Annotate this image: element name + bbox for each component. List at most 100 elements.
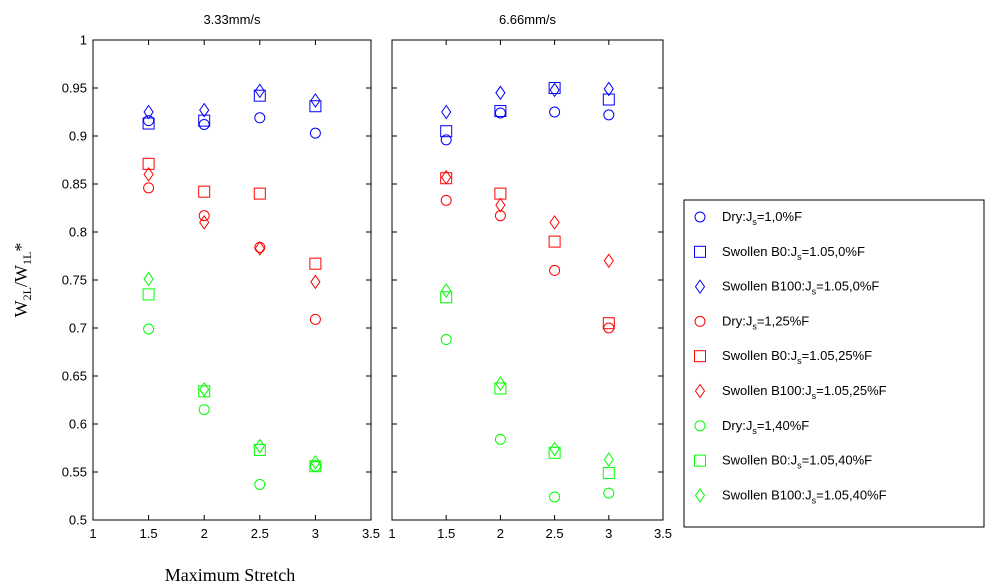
data-point	[254, 478, 266, 490]
legend-item: Swollen B0:Js=1.05,40%F	[694, 453, 872, 471]
x-tick-label: 1.5	[437, 526, 455, 541]
panel-title: 6.66mm/s	[499, 12, 557, 27]
y-tick-label: 1	[80, 33, 87, 48]
data-point	[495, 85, 506, 101]
data-point	[602, 466, 615, 479]
data-point	[549, 82, 560, 98]
legend-label: Swollen B0:Js=1.05,25%F	[722, 348, 872, 366]
data-point	[254, 112, 266, 124]
y-tick-label: 0.8	[69, 225, 87, 240]
plot-frame	[391, 39, 664, 521]
data-point	[198, 114, 211, 127]
y-tick-label: 0.55	[62, 465, 87, 480]
data-point	[254, 240, 265, 256]
y-tick-label: 0.85	[62, 177, 87, 192]
y-tick-label: 0.65	[62, 369, 87, 384]
data-point	[602, 317, 615, 330]
legend-marker	[694, 488, 706, 503]
legend-label: Dry:Js=1,0%F	[722, 209, 802, 227]
data-point	[603, 487, 615, 499]
data-point	[310, 93, 321, 108]
x-tick-label: 3	[312, 526, 319, 541]
x-tick-label: 2.5	[251, 526, 269, 541]
y-tick-label: 0.7	[69, 321, 87, 336]
data-point	[494, 210, 506, 222]
data-point	[143, 323, 155, 335]
legend-label: Swollen B0:Js=1.05,0%F	[722, 244, 865, 262]
y-axis-label: W2L/W1L*	[11, 243, 34, 318]
data-point	[199, 102, 210, 118]
data-point	[253, 187, 266, 200]
y-tick-label: 0.95	[62, 81, 87, 96]
x-tick-label: 2.5	[546, 526, 564, 541]
legend-label: Swollen B100:Js=1.05,25%F	[722, 383, 887, 401]
data-point	[495, 197, 506, 213]
data-point	[143, 167, 154, 182]
legend-marker	[694, 383, 706, 399]
data-point	[440, 334, 452, 346]
legend-label: Swollen B100:Js=1.05,40%F	[722, 487, 887, 505]
legend-box	[683, 199, 985, 528]
data-point	[602, 93, 615, 106]
data-point	[309, 313, 321, 325]
x-tick-label: 1	[388, 526, 395, 541]
data-point	[310, 274, 321, 290]
plot-panels: 3.33mm/s 1 1.5 2 2.5 3 3.5 0.5 0.55 0.6 0.65 0.7 0.7…	[62, 12, 672, 541]
legend-marker	[694, 420, 706, 432]
legend: Dry:Js=1,0%F Swollen B0:Js=1.05,0%F Swolle…	[683, 199, 985, 528]
data-point	[441, 169, 452, 185]
data-point	[253, 89, 266, 102]
x-axis-label: Maximum Stretch	[165, 565, 295, 585]
legend-item: Dry:Js=1,0%F	[694, 209, 802, 227]
data-point	[440, 125, 453, 138]
data-point	[253, 443, 266, 456]
data-point	[143, 104, 154, 120]
legend-item: Swollen B100:Js=1.05,25%F	[694, 383, 887, 401]
data-point	[143, 271, 154, 287]
data-point	[494, 433, 506, 445]
data-point	[495, 376, 506, 392]
x-tick-label: 1	[89, 526, 96, 541]
plot-frame	[92, 39, 372, 521]
x-tick-label: 3	[605, 526, 612, 541]
legend-label: Dry:Js=1,40%F	[722, 418, 809, 436]
legend-label: Dry:Js=1,25%F	[722, 313, 809, 331]
data-point	[603, 81, 614, 97]
data-point	[548, 235, 561, 248]
data-point	[494, 382, 507, 395]
data-point	[198, 385, 211, 398]
legend-item: Swollen B0:Js=1.05,0%F	[694, 244, 865, 262]
data-point	[309, 257, 322, 270]
data-point	[143, 182, 155, 194]
data-point	[309, 100, 322, 113]
legend-item: Swollen B100:Js=1.05,40%F	[694, 487, 887, 505]
legend-item: Swollen B100:Js=1.05,0%F	[694, 279, 879, 297]
x-tick-label: 3.5	[654, 526, 672, 541]
legend-marker	[694, 211, 706, 223]
data-point	[199, 382, 210, 397]
data-point	[198, 210, 210, 222]
data-point	[548, 82, 561, 94]
data-point	[603, 452, 614, 467]
legend-marker	[694, 350, 706, 363]
y-tick-label: 0.9	[69, 129, 87, 144]
panel-title: 3.33mm/s	[203, 12, 261, 27]
data-point	[254, 83, 265, 99]
legend-label: Swollen B100:Js=1.05,0%F	[722, 279, 879, 297]
data-point	[603, 109, 615, 121]
y-tick-label: 0.5	[69, 513, 87, 528]
data-point	[548, 446, 561, 459]
data-point	[198, 185, 211, 198]
legend-marker	[694, 245, 706, 258]
data-point	[440, 291, 453, 304]
y-tick-label: 0.75	[62, 273, 87, 288]
data-point	[549, 215, 560, 230]
data-point	[198, 404, 210, 416]
panel-2: 6.66mm/s 1 1.5 2 2.5 3 3.5	[388, 12, 672, 541]
x-tick-label: 2	[497, 526, 504, 541]
data-point	[549, 264, 561, 276]
data-point	[310, 455, 321, 470]
legend-marker	[694, 315, 706, 327]
data-point	[441, 104, 452, 120]
